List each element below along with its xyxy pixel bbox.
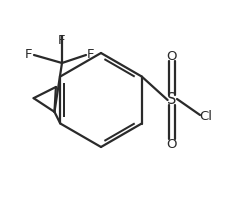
Text: Cl: Cl xyxy=(199,110,212,122)
Text: O: O xyxy=(166,138,176,150)
Text: F: F xyxy=(58,34,65,47)
Text: S: S xyxy=(166,92,176,108)
Text: O: O xyxy=(166,49,176,62)
Text: F: F xyxy=(87,48,94,62)
Text: F: F xyxy=(25,48,33,62)
